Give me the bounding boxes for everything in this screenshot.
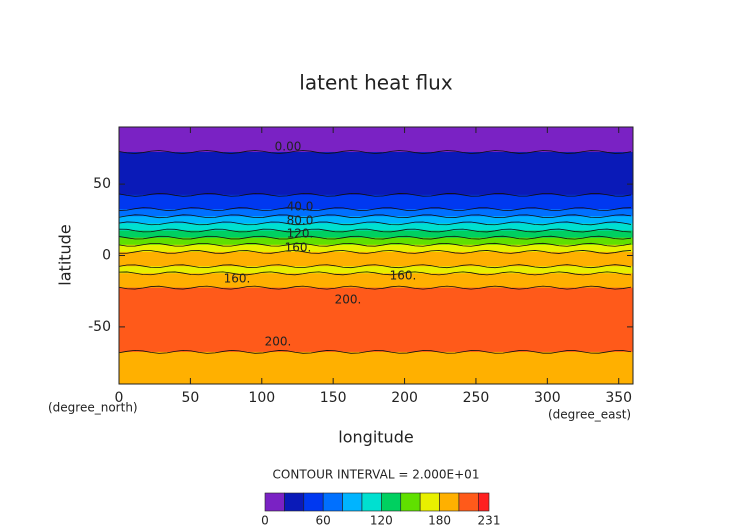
flux-band [119,187,633,196]
colorbar-box [361,492,382,512]
colorbar-box [381,492,402,512]
flux-band [119,223,633,232]
x-tick-label: 300 [534,390,561,406]
x-tick-label: 100 [248,390,275,406]
colorbar-box [478,492,490,512]
contour-label: 160. [390,269,417,283]
y-unit: (degree_north) [48,401,138,415]
flux-band [119,173,633,182]
flux-band [119,127,633,132]
colorbar-label: 0 [261,514,269,528]
colorbar-box [419,492,440,512]
colorbar-box [264,492,285,512]
flux-band [119,330,633,339]
flux-band [119,280,633,289]
colorbar-box [322,492,343,512]
flux-band [119,201,633,210]
flux-band [119,144,633,153]
flux-band [119,266,633,274]
contour-line [118,235,632,240]
colorbar-label: 60 [316,514,331,528]
flux-band [119,294,633,303]
flux-band [119,301,633,310]
flux-band [119,380,633,385]
x-tick-label: 50 [181,390,199,406]
contour-line [118,192,632,197]
contour-label: 200. [265,335,292,349]
flux-band [119,159,633,167]
flux-band [119,366,633,374]
flux-band [119,216,633,224]
x-tick-label: 250 [463,390,490,406]
flux-band [119,351,633,360]
contour-line [118,349,632,354]
contour-label: 40.0 [287,200,314,214]
flux-band [119,259,633,267]
flux-band [119,309,633,317]
colorbar-box [284,492,305,512]
y-axis-label: latitude [56,224,75,285]
x-tick-label: 200 [391,390,418,406]
contour-line [118,264,632,269]
contour-line [118,285,632,290]
colorbar-box [342,492,363,512]
contour-line [118,250,632,254]
flux-band [119,180,633,189]
contour-line [118,214,632,219]
y-tick-label: 50 [93,176,111,192]
colorbar-box [303,492,324,512]
x-tick-label: 350 [605,390,632,406]
contour-line [118,242,632,247]
chart-title: latent heat flux [299,71,453,95]
y-tick-label: -50 [88,319,111,335]
flux-band [119,337,633,346]
contour-label: 160. [285,241,312,255]
contour-line [118,207,632,211]
flux-band [119,151,633,160]
contour-line [118,221,632,226]
flux-band [119,373,633,381]
contour-label: 80.0 [287,214,314,228]
contour-line [118,228,632,233]
flux-band [119,137,633,146]
x-axis-label: longitude [338,428,413,447]
colorbar-label: 231 [478,514,501,528]
contour-line [118,150,632,154]
x-tick-label: 150 [320,390,347,406]
flux-band [119,273,633,281]
flux-band [119,166,633,174]
flux-band [119,237,633,246]
contour-label: 160. [224,272,251,286]
x-unit: (degree_east) [548,408,631,422]
contour-label: 200. [335,293,362,307]
colorbar-box [458,492,479,512]
flux-band [119,209,633,217]
contour-label: 0.00 [275,140,302,154]
colorbar-label: 180 [428,514,451,528]
flux-band [119,323,633,331]
flux-band [119,130,633,139]
flux-band [119,316,633,324]
flux-band [119,344,633,353]
colorbar-box [439,492,460,512]
x-tick-label: 0 [115,390,124,406]
colorbar-label: 120 [370,514,393,528]
contour-line [118,271,632,276]
flux-band [119,244,633,253]
flux-band [119,230,633,239]
colorbar-box [400,492,421,512]
footer: CONTOUR INTERVAL = 2.000E+01 [273,468,480,482]
flux-band [119,359,633,367]
flux-band [119,194,633,203]
flux-band [119,287,633,296]
y-tick-label: 0 [102,248,111,264]
flux-band [119,251,633,260]
contour-label: 120. [287,227,314,241]
